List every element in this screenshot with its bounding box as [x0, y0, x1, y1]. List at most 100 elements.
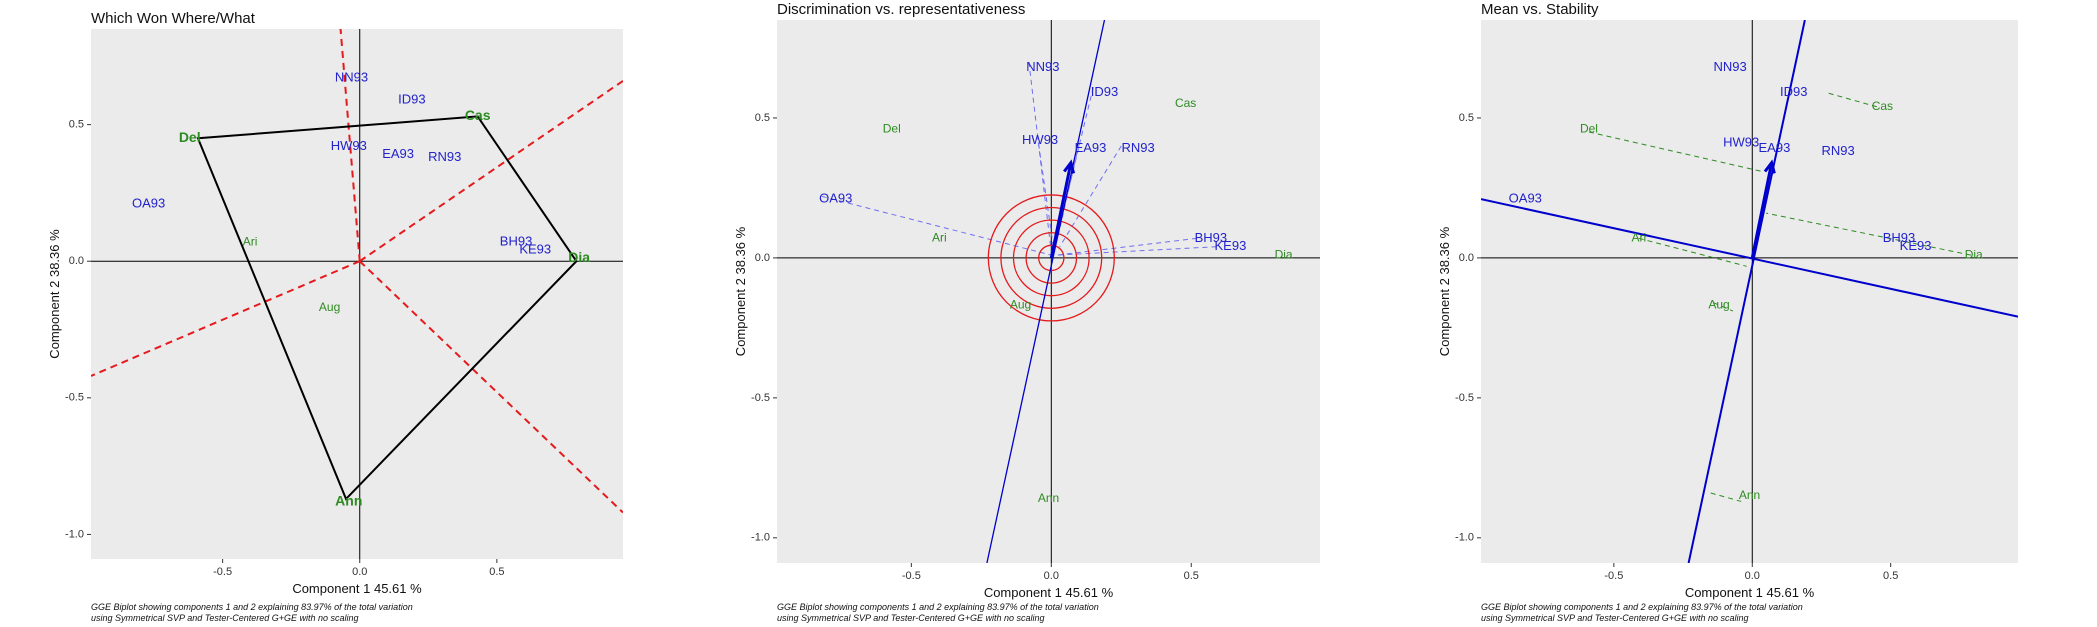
environment-label: Cas [1175, 96, 1196, 110]
chart-title: Which Won Where/What [91, 10, 256, 27]
sector-ray [359, 260, 623, 514]
x-tick-label: 0.5 [489, 566, 504, 578]
environment-label: Del [179, 129, 201, 145]
genotype-label: HW93 [331, 138, 367, 153]
y-tick-label: 0.5 [755, 112, 770, 124]
y-axis-label: Component 2 38.36 % [1437, 226, 1452, 356]
environment-label: Ann [1038, 491, 1059, 505]
y-tick-label: 0.5 [1459, 112, 1474, 124]
genotype-label: KE93 [1215, 238, 1247, 253]
genotype-label: HW93 [1723, 135, 1759, 150]
genotype-label: RN93 [1121, 140, 1154, 155]
environment-label: Cas [465, 107, 491, 123]
x-tick-label: -0.5 [1604, 570, 1623, 582]
x-tick-label: 0.5 [1883, 570, 1898, 582]
genotype-label: RN93 [428, 149, 461, 164]
aec-abscissa-line [1481, 198, 2018, 318]
sector-ray [339, 29, 361, 262]
concentric-ring [987, 194, 1115, 322]
environment-label: Ari [1631, 230, 1646, 244]
plot-background [777, 20, 1320, 563]
environment-label: Dia [1275, 247, 1293, 261]
projection-dash [1056, 237, 1197, 256]
environment-label: Cas [1872, 99, 1893, 113]
y-tick-label: -0.5 [65, 392, 84, 404]
projection-dash [1036, 134, 1055, 253]
concentric-ring [1038, 244, 1065, 272]
x-axis-label: Component 1 45.61 % [1685, 585, 1815, 600]
genotype-label: NN93 [1713, 59, 1746, 74]
genotype-label: KE93 [519, 242, 551, 257]
genotype-label: NN93 [1026, 59, 1059, 74]
genotype-label: BH93 [1883, 230, 1916, 245]
arrow-shaft [1750, 162, 1774, 259]
genotype-label: OA93 [1509, 191, 1542, 206]
genotype-label: OA93 [132, 195, 165, 210]
chart-title: Mean vs. Stability [1481, 1, 1599, 18]
plot-background [1481, 20, 2018, 563]
projection-dash [821, 195, 1052, 256]
x-axis-label: Component 1 45.61 % [984, 585, 1114, 600]
environment-label: Aug [1010, 298, 1031, 312]
genotype-label: OA93 [819, 191, 852, 206]
genotype-label: BH93 [1195, 230, 1228, 245]
concentric-ring [1025, 232, 1078, 284]
y-tick-label: 0.5 [69, 119, 84, 131]
y-tick-label: 0.0 [755, 252, 770, 264]
x-tick-label: 0.5 [1184, 570, 1199, 582]
environment-label: Ari [932, 230, 947, 244]
environment-label: Del [1580, 121, 1598, 135]
arrow-head [1063, 159, 1076, 174]
projection-dash [1059, 145, 1122, 247]
environment-label: Ann [1739, 488, 1760, 502]
y-axis-label: Component 2 38.36 % [47, 229, 62, 359]
y-tick-label: -1.0 [65, 528, 84, 540]
environment-label: Dia [1965, 247, 1983, 261]
genotype-label: BH93 [500, 234, 533, 249]
y-tick-label: -0.5 [1455, 392, 1474, 404]
chart-title: Discrimination vs. representativeness [777, 1, 1025, 18]
caption-line: using Symmetrical SVP and Tester-Centere… [91, 613, 359, 623]
genotype-label: ID93 [1091, 84, 1118, 99]
caption-line: GGE Biplot showing components 1 and 2 ex… [777, 602, 1099, 612]
x-tick-label: -0.5 [902, 570, 921, 582]
projection-dash [1028, 61, 1052, 253]
environment-label: Del [883, 121, 901, 135]
plot-background [91, 29, 623, 559]
convex-hull-polygon [196, 115, 578, 501]
concentric-ring [1000, 206, 1103, 309]
caption-line: using Symmetrical SVP and Tester-Centere… [777, 613, 1045, 623]
caption-line: GGE Biplot showing components 1 and 2 ex… [91, 602, 413, 612]
environment-label: Ann [335, 492, 362, 508]
projection-dash [1713, 302, 1734, 312]
x-tick-label: 0.0 [1044, 570, 1059, 582]
projection-dash [1588, 131, 1761, 172]
caption-line: GGE Biplot showing components 1 and 2 ex… [1481, 602, 1803, 612]
genotype-label: EA93 [1759, 140, 1791, 155]
genotype-label: HW93 [1022, 132, 1058, 147]
x-axis-label: Component 1 45.61 % [292, 581, 422, 596]
arrow-head [1763, 159, 1776, 174]
sector-ray [91, 260, 361, 377]
genotype-label: ID93 [1780, 84, 1807, 99]
x-tick-label: 0.0 [1745, 570, 1760, 582]
environment-label: Aug [319, 300, 340, 314]
genotype-label: RN93 [1821, 143, 1854, 158]
genotype-label: KE93 [1900, 238, 1932, 253]
environment-label: Aug [1708, 298, 1729, 312]
y-tick-label: 0.0 [69, 255, 84, 267]
y-tick-label: -1.0 [751, 532, 770, 544]
arrow-shaft [1049, 162, 1073, 259]
projection-dash [1638, 237, 1747, 267]
y-tick-label: -0.5 [751, 392, 770, 404]
genotype-label: EA93 [382, 146, 414, 161]
sector-ray [359, 80, 623, 263]
y-tick-label: 0.0 [1459, 252, 1474, 264]
caption-line: using Symmetrical SVP and Tester-Centere… [1481, 613, 1749, 623]
average-tester-axis [986, 20, 1106, 563]
